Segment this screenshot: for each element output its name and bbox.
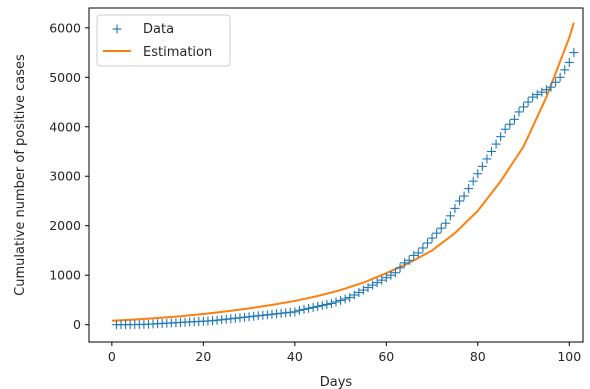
data-point xyxy=(331,297,341,307)
data-point xyxy=(354,288,364,298)
data-point xyxy=(519,102,529,112)
data-point xyxy=(509,114,519,124)
data-point xyxy=(487,146,497,156)
y-axis-ticks: 0 1000 2000 3000 4000 5000 6000 xyxy=(49,20,89,332)
data-point xyxy=(427,233,437,243)
x-axis-title: Days xyxy=(320,375,353,389)
data-point xyxy=(390,268,400,278)
x-axis-ticks: 0 20 40 60 80 100 xyxy=(108,342,581,364)
x-tick-label: 40 xyxy=(287,349,303,364)
data-point xyxy=(441,218,451,228)
data-point xyxy=(377,275,387,285)
data-point xyxy=(464,184,474,194)
data-point xyxy=(560,65,570,75)
data-point xyxy=(505,119,515,129)
data-point xyxy=(482,154,492,164)
data-point xyxy=(395,263,405,273)
data-point xyxy=(418,243,428,253)
data-point xyxy=(436,223,446,233)
legend: Data Estimation xyxy=(96,14,231,67)
data-point xyxy=(336,295,346,305)
data-point xyxy=(345,292,355,302)
estimation-line xyxy=(111,22,575,322)
y-tick-label: 0 xyxy=(73,317,81,332)
data-point xyxy=(422,238,432,248)
data-point xyxy=(477,161,487,171)
data-point xyxy=(290,307,300,317)
data-point xyxy=(322,299,332,309)
data-point xyxy=(358,285,368,295)
data-point xyxy=(537,87,547,97)
data-point xyxy=(386,270,396,280)
data-point xyxy=(459,191,469,201)
data-point xyxy=(528,92,538,102)
data-point xyxy=(532,90,542,100)
data-point xyxy=(555,72,565,82)
data-point xyxy=(313,301,323,311)
data-point xyxy=(468,176,478,186)
data-point xyxy=(523,97,533,107)
legend-box xyxy=(96,14,231,67)
data-point xyxy=(404,255,414,265)
data-point xyxy=(326,298,336,308)
data-point xyxy=(541,85,551,95)
data-point xyxy=(551,77,561,87)
data-point xyxy=(317,300,327,310)
x-tick-label: 80 xyxy=(470,349,486,364)
data-point xyxy=(372,278,382,288)
data-point xyxy=(432,228,442,238)
data-point xyxy=(496,132,506,142)
data-point xyxy=(304,303,314,313)
data-point xyxy=(308,302,318,312)
data-point xyxy=(455,196,464,206)
series-layer xyxy=(111,22,579,330)
data-point xyxy=(400,258,410,268)
y-axis-title: Cumulative number of positive cases xyxy=(13,54,28,296)
data-point xyxy=(413,248,423,258)
data-point xyxy=(381,273,391,283)
legend-label-data: Data xyxy=(143,22,174,37)
legend-data-marker xyxy=(112,24,122,34)
data-point xyxy=(450,203,460,213)
y-tick-label: 4000 xyxy=(49,119,81,134)
data-point xyxy=(500,124,510,134)
x-tick-label: 100 xyxy=(557,349,581,364)
data-point xyxy=(564,57,574,67)
y-tick-label: 3000 xyxy=(49,169,81,184)
data-point xyxy=(473,169,483,179)
y-tick-label: 1000 xyxy=(49,268,81,283)
x-tick-label: 60 xyxy=(378,349,394,364)
data-point xyxy=(409,250,419,260)
data-point xyxy=(491,139,501,149)
x-tick-label: 20 xyxy=(195,349,211,364)
y-tick-label: 2000 xyxy=(49,218,81,233)
data-point xyxy=(363,283,373,293)
data-point xyxy=(340,294,350,304)
data-point xyxy=(514,107,524,117)
x-tick-label: 0 xyxy=(108,349,116,364)
legend-label-estimation: Estimation xyxy=(143,45,212,60)
y-tick-label: 5000 xyxy=(49,70,81,85)
data-point xyxy=(294,305,304,315)
data-point xyxy=(349,290,359,300)
data-point xyxy=(445,211,455,221)
data-point xyxy=(368,280,378,290)
data-point xyxy=(569,48,579,58)
y-tick-label: 6000 xyxy=(49,20,81,35)
data-point xyxy=(546,82,556,92)
data-point xyxy=(299,304,309,314)
